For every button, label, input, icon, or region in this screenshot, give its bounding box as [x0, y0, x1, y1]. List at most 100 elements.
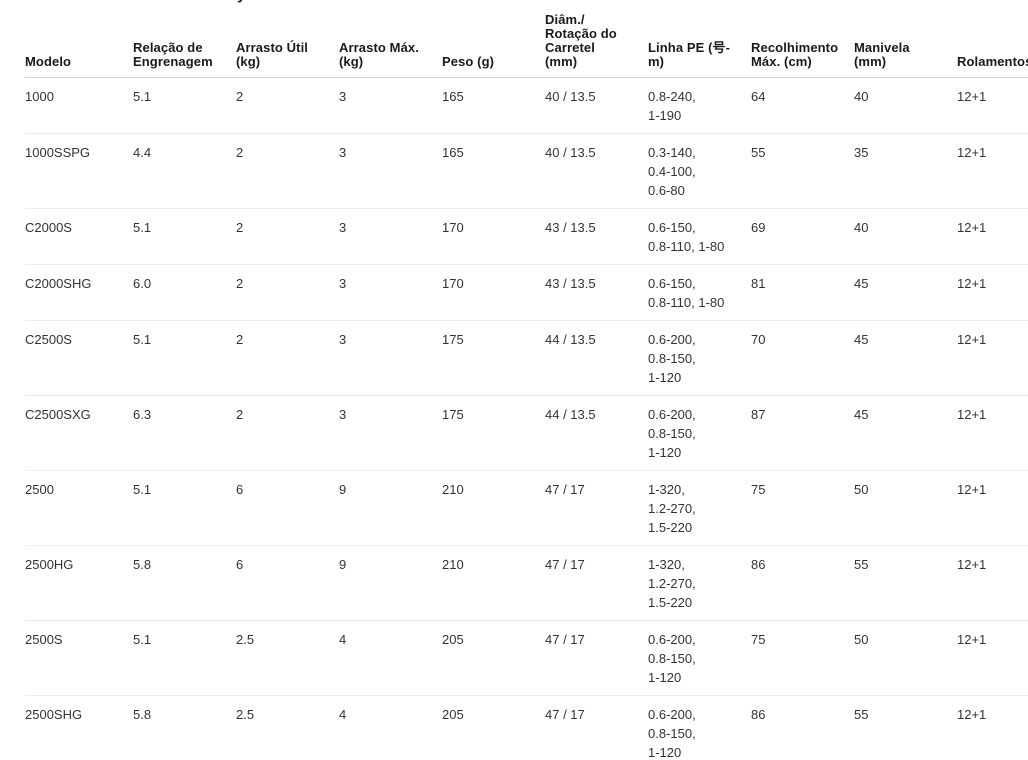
cell-relacao-de-engrenagem: 6.3	[133, 395, 236, 471]
cell-manivela: 45	[854, 320, 957, 396]
cell-rolamentos: 12+1	[957, 133, 1028, 209]
cell-recolhimento-max: 70	[751, 320, 854, 396]
cell-arrasto-max: 3	[339, 77, 442, 134]
table-row-2500HG: 2500HG 5.8 6 9 210 47 / 17 1-320, 1.2-270, 1.5…	[25, 545, 1028, 621]
cell-peso: 175	[442, 395, 545, 471]
cell-rolamentos: 12+1	[957, 620, 1028, 696]
cell-diam-rotacao-carretel: 44 / 13.5	[545, 395, 648, 471]
cell-linha-pe: 0.3-140, 0.4-100, 0.6-80	[648, 133, 751, 209]
cell-arrasto-util: 2	[236, 320, 339, 396]
cell-manivela: 50	[854, 620, 957, 696]
cell-diam-rotacao-carretel: 40 / 13.5	[545, 133, 648, 209]
spec-table: Modelo Relação de Engrenagem Arrasto Útil …	[25, 0, 1028, 760]
table-row-C2000S: C2000S 5.1 2 3 170 43 / 13.5 0.6-150, 0.8-110,…	[25, 208, 1028, 265]
cell-arrasto-max: 3	[339, 264, 442, 321]
cell-arrasto-max: 3	[339, 320, 442, 396]
cell-peso: 210	[442, 545, 545, 621]
cell-linha-pe: 0.6-200, 0.8-150, 1-120	[648, 395, 751, 471]
column-header-recolhimento-max: Recolhimento Máx. (cm)	[751, 0, 854, 78]
cell-linha-pe: 0.6-200, 0.8-150, 1-120	[648, 620, 751, 696]
cell-diam-rotacao-carretel: 47 / 17	[545, 470, 648, 546]
cell-peso: 165	[442, 77, 545, 134]
cell-arrasto-util: 2	[236, 208, 339, 265]
cell-linha-pe: 0.8-240, 1-190	[648, 77, 751, 134]
cell-modelo: C2000S	[25, 208, 133, 265]
spec-table-head: Modelo Relação de Engrenagem Arrasto Útil …	[25, 0, 1028, 78]
cell-linha-pe: 0.6-200, 0.8-150, 1-120	[648, 695, 751, 760]
cell-linha-pe: 0.6-150, 0.8-110, 1-80	[648, 264, 751, 321]
cell-diam-rotacao-carretel: 43 / 13.5	[545, 264, 648, 321]
cell-rolamentos: 12+1	[957, 470, 1028, 546]
cell-arrasto-util: 6	[236, 545, 339, 621]
cell-relacao-de-engrenagem: 5.1	[133, 470, 236, 546]
column-header-linha-pe: Linha PE (号- m)	[648, 0, 751, 78]
cell-manivela: 40	[854, 77, 957, 134]
cell-relacao-de-engrenagem: 5.1	[133, 77, 236, 134]
cell-manivela: 50	[854, 470, 957, 546]
cell-peso: 210	[442, 470, 545, 546]
cell-relacao-de-engrenagem: 5.1	[133, 320, 236, 396]
cell-arrasto-util: 2	[236, 395, 339, 471]
cell-recolhimento-max: 64	[751, 77, 854, 134]
table-row-2500SHG: 2500SHG 5.8 2.5 4 205 47 / 17 0.6-200, 0.8-150…	[25, 695, 1028, 760]
cell-diam-rotacao-carretel: 47 / 17	[545, 695, 648, 760]
cell-relacao-de-engrenagem: 6.0	[133, 264, 236, 321]
cell-arrasto-util: 6	[236, 470, 339, 546]
cell-diam-rotacao-carretel: 40 / 13.5	[545, 77, 648, 134]
cell-peso: 205	[442, 620, 545, 696]
column-header-manivela: Manivela (mm)	[854, 0, 957, 78]
cell-recolhimento-max: 86	[751, 695, 854, 760]
cell-arrasto-util: 2	[236, 264, 339, 321]
cell-rolamentos: 12+1	[957, 77, 1028, 134]
cell-peso: 175	[442, 320, 545, 396]
cell-peso: 165	[442, 133, 545, 209]
cell-arrasto-max: 3	[339, 208, 442, 265]
cell-manivela: 45	[854, 264, 957, 321]
cell-linha-pe: 1-320, 1.2-270, 1.5-220	[648, 545, 751, 621]
cell-peso: 170	[442, 264, 545, 321]
cell-modelo: 2500HG	[25, 545, 133, 621]
spec-table-body: 1000 5.1 2 3 165 40 / 13.5 0.8-240, 1-190 64 40 1…	[25, 77, 1028, 760]
column-header-rolamentos: Rolamentos	[957, 0, 1028, 78]
cell-relacao-de-engrenagem: 5.8	[133, 695, 236, 760]
table-row-1000: 1000 5.1 2 3 165 40 / 13.5 0.8-240, 1-190 64 40 1…	[25, 77, 1028, 134]
column-header-diam-rotacao-carretel: Diâm./ Rotação do Carretel (mm)	[545, 0, 648, 78]
cell-relacao-de-engrenagem: 5.1	[133, 620, 236, 696]
cell-manivela: 55	[854, 545, 957, 621]
cell-recolhimento-max: 55	[751, 133, 854, 209]
cell-linha-pe: 0.6-150, 0.8-110, 1-80	[648, 208, 751, 265]
cell-linha-pe: 1-320, 1.2-270, 1.5-220	[648, 470, 751, 546]
cell-relacao-de-engrenagem: 5.8	[133, 545, 236, 621]
table-row-C2000SHG: C2000SHG 6.0 2 3 170 43 / 13.5 0.6-150, 0.8-11…	[25, 264, 1028, 321]
cell-linha-pe: 0.6-200, 0.8-150, 1-120	[648, 320, 751, 396]
cell-diam-rotacao-carretel: 43 / 13.5	[545, 208, 648, 265]
cell-diam-rotacao-carretel: 47 / 17	[545, 545, 648, 621]
cell-arrasto-max: 4	[339, 620, 442, 696]
cell-relacao-de-engrenagem: 4.4	[133, 133, 236, 209]
cell-modelo: C2500S	[25, 320, 133, 396]
column-header-relacao-de-engrenagem: Relação de Engrenagem	[133, 0, 236, 78]
cell-modelo: 1000SSPG	[25, 133, 133, 209]
cell-diam-rotacao-carretel: 44 / 13.5	[545, 320, 648, 396]
column-header-arrasto-max: Arrasto Máx. (kg)	[339, 0, 442, 78]
cell-modelo: 2500	[25, 470, 133, 546]
cell-rolamentos: 12+1	[957, 695, 1028, 760]
column-header-modelo: Modelo	[25, 0, 133, 78]
cell-peso: 205	[442, 695, 545, 760]
cell-modelo: 2500S	[25, 620, 133, 696]
cell-manivela: 45	[854, 395, 957, 471]
cell-arrasto-util: 2.5	[236, 620, 339, 696]
cell-modelo: 1000	[25, 77, 133, 134]
cell-recolhimento-max: 75	[751, 470, 854, 546]
cell-recolhimento-max: 86	[751, 545, 854, 621]
cell-arrasto-max: 9	[339, 470, 442, 546]
cell-rolamentos: 12+1	[957, 264, 1028, 321]
cell-arrasto-util: 2	[236, 77, 339, 134]
cell-arrasto-max: 3	[339, 395, 442, 471]
cell-arrasto-util: 2.5	[236, 695, 339, 760]
column-header-peso: Peso (g)	[442, 0, 545, 78]
cell-modelo: 2500SHG	[25, 695, 133, 760]
cell-relacao-de-engrenagem: 5.1	[133, 208, 236, 265]
cell-rolamentos: 12+1	[957, 545, 1028, 621]
